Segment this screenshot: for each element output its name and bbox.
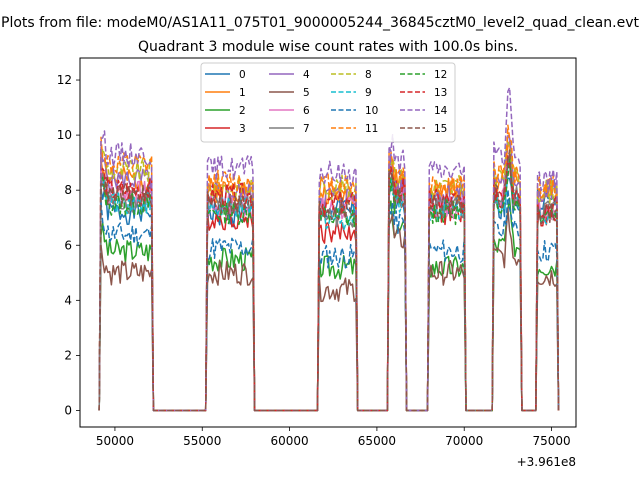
legend-label-12: 12	[434, 69, 447, 81]
legend-label-13: 13	[434, 87, 447, 99]
y-tick-label: 0	[64, 403, 72, 417]
x-offset-label: +3.961e8	[517, 455, 576, 469]
legend-label-3: 3	[239, 123, 246, 135]
y-tick-label: 12	[57, 73, 72, 87]
x-axis: 50000 55000 60000 65000 70000 75000	[96, 427, 571, 448]
series-line-5	[98, 208, 560, 412]
figure-suptitle: Plots from file: modeM0/AS1A11_075T01_90…	[1, 15, 639, 31]
legend-label-5: 5	[303, 87, 310, 99]
legend-label-10: 10	[365, 105, 378, 117]
legend-label-15: 15	[434, 123, 447, 135]
chart-title: Quadrant 3 module wise count rates with …	[138, 39, 518, 55]
legend-label-9: 9	[365, 87, 372, 99]
series-line-10	[98, 188, 560, 412]
x-tick-label: 50000	[96, 434, 134, 448]
plot-frame	[79, 57, 577, 428]
legend-label-8: 8	[365, 69, 372, 81]
y-tick-label: 10	[57, 128, 72, 142]
series-line-15	[98, 149, 560, 412]
series-layer	[98, 86, 560, 412]
series-line-13	[98, 160, 560, 412]
legend-label-7: 7	[303, 123, 310, 135]
legend-box	[200, 62, 456, 143]
series-line-14	[98, 86, 560, 412]
x-tick-label: 65000	[358, 434, 396, 448]
x-tick-label: 70000	[445, 434, 483, 448]
y-tick-label: 8	[64, 183, 72, 197]
legend-label-11: 11	[365, 123, 378, 135]
legend-label-1: 1	[239, 87, 246, 99]
legend-label-2: 2	[239, 105, 246, 117]
y-tick-label: 6	[64, 238, 72, 252]
y-tick-label: 4	[64, 293, 72, 307]
y-tick-label: 2	[64, 348, 72, 362]
series-line-12	[98, 158, 560, 412]
x-tick-label: 55000	[183, 434, 221, 448]
series-line-6	[98, 157, 560, 412]
legend-label-14: 14	[434, 105, 448, 117]
series-line-2	[98, 197, 560, 412]
x-tick-label: 75000	[532, 434, 570, 448]
x-tick-label: 60000	[270, 434, 308, 448]
legend-label-4: 4	[303, 69, 310, 81]
legend-label-0: 0	[239, 69, 246, 81]
legend-label-6: 6	[303, 105, 310, 117]
series-line-11	[98, 124, 560, 412]
y-axis: 0 2 4 6 8 10 12	[57, 73, 80, 417]
